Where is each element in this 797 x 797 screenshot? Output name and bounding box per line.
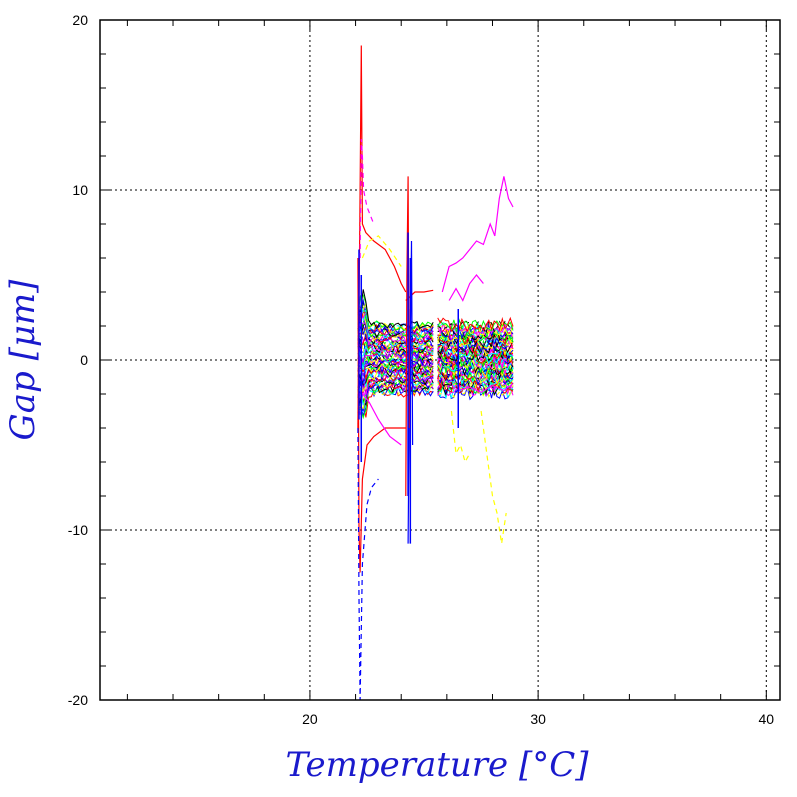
band-trace xyxy=(357,330,434,355)
band-trace xyxy=(437,319,514,335)
tick-labels: 20 30 40 -20 -10 0 10 20 xyxy=(68,12,775,727)
band-trace xyxy=(437,316,514,333)
axis-ticks xyxy=(100,19,780,701)
x-tick-label: 20 xyxy=(302,711,318,727)
band-trace xyxy=(357,365,434,384)
band-trace xyxy=(437,360,514,377)
band-trace xyxy=(437,356,514,372)
y-axis-title: Gap [μm] xyxy=(3,279,43,441)
band-trace xyxy=(357,347,434,369)
series-line-3 xyxy=(359,138,375,259)
series-line-8 xyxy=(450,410,471,464)
series-line-0 xyxy=(357,45,407,429)
band-trace xyxy=(357,333,434,358)
band-trace xyxy=(437,339,514,355)
band-trace xyxy=(357,341,434,362)
x-tick-label: 40 xyxy=(759,711,775,727)
band-trace xyxy=(357,375,434,407)
band-trace xyxy=(437,344,514,360)
grid-lines xyxy=(100,20,780,700)
band-trace xyxy=(357,303,434,333)
band-trace xyxy=(357,296,434,332)
band-trace xyxy=(437,323,514,339)
y-tick-label: 0 xyxy=(80,352,88,368)
x-tick-label: 30 xyxy=(530,711,546,727)
band-trace xyxy=(357,358,434,381)
band-trace xyxy=(437,333,514,349)
plot-area xyxy=(357,45,514,700)
series-line-11 xyxy=(480,410,507,544)
band-trace xyxy=(357,364,434,380)
y-tick-label: -20 xyxy=(68,692,88,708)
series-line-12 xyxy=(359,390,402,446)
y-tick-label: 10 xyxy=(72,182,88,198)
band-trace xyxy=(357,318,434,348)
series-line-9 xyxy=(441,176,514,293)
series-line-7 xyxy=(405,176,411,497)
series-line-1 xyxy=(357,257,406,573)
y-tick-label: -10 xyxy=(68,522,88,538)
band-trace xyxy=(357,289,434,330)
series-line-13 xyxy=(458,383,514,393)
band-trace xyxy=(437,329,514,344)
x-axis-title: Temperature [°C] xyxy=(285,745,589,785)
band-trace xyxy=(357,322,434,346)
series-line-5 xyxy=(357,427,379,700)
band-trace xyxy=(357,294,434,331)
band-trace xyxy=(437,337,514,353)
band-trace xyxy=(437,333,514,349)
band-trace xyxy=(357,359,434,377)
series-line-10 xyxy=(448,274,484,302)
series-line-4 xyxy=(361,235,402,267)
y-tick-label: 20 xyxy=(72,12,88,28)
band-trace xyxy=(357,306,434,339)
